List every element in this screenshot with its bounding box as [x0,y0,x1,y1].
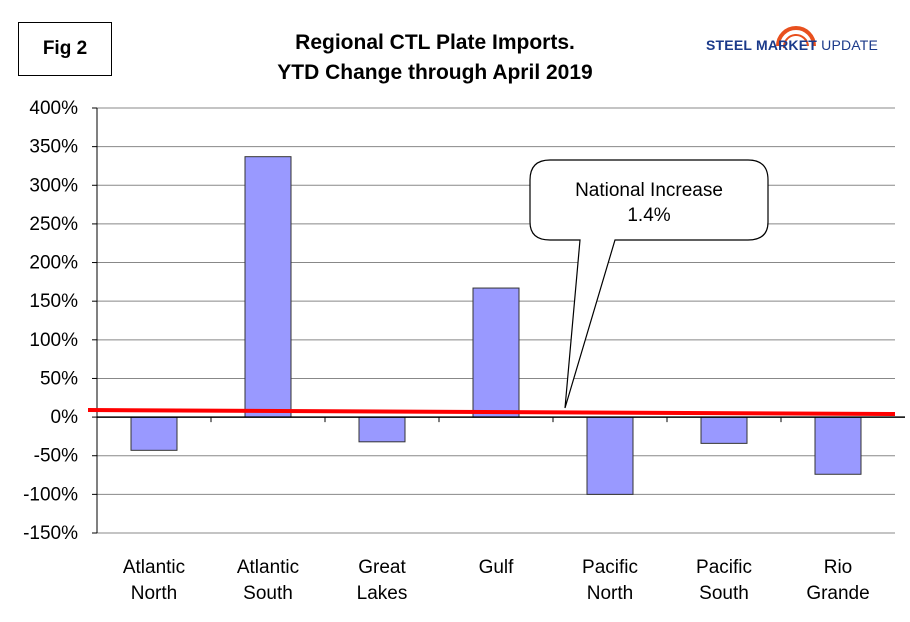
x-tick-label: South [699,583,749,604]
bar [586,416,634,495]
bar [358,416,406,443]
y-tick-label: -50% [34,446,78,467]
national-trend-line [87,408,896,416]
bar [472,287,520,418]
x-tick-label: North [131,583,177,604]
y-tick-label: 350% [29,137,78,158]
bar [814,416,862,475]
bar [244,156,292,418]
bar [700,416,748,444]
x-tick-label: Lakes [357,583,408,604]
x-tick-label: South [243,583,293,604]
figure-label: Fig 2 [18,22,112,76]
x-tick-label: Pacific [696,557,752,578]
x-tick-label: Gulf [479,557,515,578]
y-tick-label: 150% [29,291,78,312]
x-tick-label: North [587,583,633,604]
logo-text-bold: STEEL MARKET [706,37,818,53]
x-tick-label: Atlantic [123,557,185,578]
y-tick-label: -100% [23,484,78,505]
callout-line-1: National Increase [575,180,723,201]
y-tick-label: 0% [51,407,79,428]
callout-bubble [529,159,769,409]
title-line-2: YTD Change through April 2019 [277,61,593,84]
callout-line-2: 1.4% [627,205,670,226]
x-tick-label: Atlantic [237,557,299,578]
y-tick-label: 100% [29,330,78,351]
x-tick-label: Rio [824,557,853,578]
y-tick-label: -150% [23,523,78,544]
y-tick-label: 200% [29,253,78,274]
y-tick-label: 50% [40,368,78,389]
y-tick-label: 400% [29,98,78,119]
steel-market-update-logo: STEEL MARKET UPDATE [700,24,890,68]
x-tick-label: Pacific [582,557,638,578]
y-tick-label: 250% [29,214,78,235]
title-line-1: Regional CTL Plate Imports. [295,31,575,54]
bar [130,416,178,451]
y-tick-label: 300% [29,175,78,196]
x-tick-label: Grande [806,583,869,604]
x-tick-label: Great [358,557,406,578]
logo-swoosh-icon [776,26,816,49]
chart-title: Regional CTL Plate Imports. YTD Change t… [230,28,640,88]
logo-text-light: UPDATE [817,37,879,53]
